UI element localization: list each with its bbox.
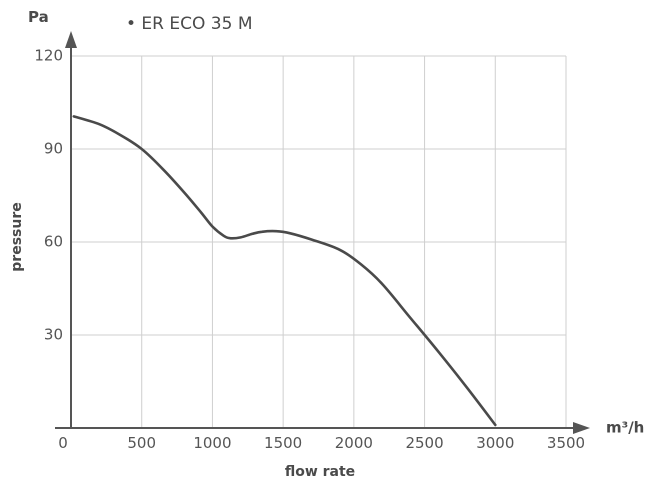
x-axis-arrow [573,422,590,434]
y-tick-label: 30 [44,326,63,344]
legend-entry: • ER ECO 35 M [126,14,253,34]
x-tick-label: 3000 [476,434,514,452]
x-unit-label: m³/h [606,419,644,437]
y-unit-label: Pa [28,8,49,26]
y-tick-label: 120 [34,47,63,65]
x-tick-label: 500 [127,434,156,452]
tick-labels: 0 500 1000 1500 2000 2500 3000 3500 30 60 90 120 [34,47,585,453]
x-tick-label: 2500 [405,434,443,452]
x-tick-label: 3500 [547,434,585,452]
y-tick-label: 90 [44,140,63,158]
series-line-er-eco-35-m [72,115,497,427]
y-axis-title: pressure [9,202,25,271]
axes [55,31,590,434]
x-axis-title: flow rate [285,464,355,480]
x-tick-label: 0 [58,434,68,452]
y-tick-label: 60 [44,233,63,251]
x-tick-label: 2000 [335,434,373,452]
x-tick-label: 1500 [264,434,302,452]
x-tick-label: 1000 [193,434,231,452]
y-axis-arrow [65,31,77,48]
